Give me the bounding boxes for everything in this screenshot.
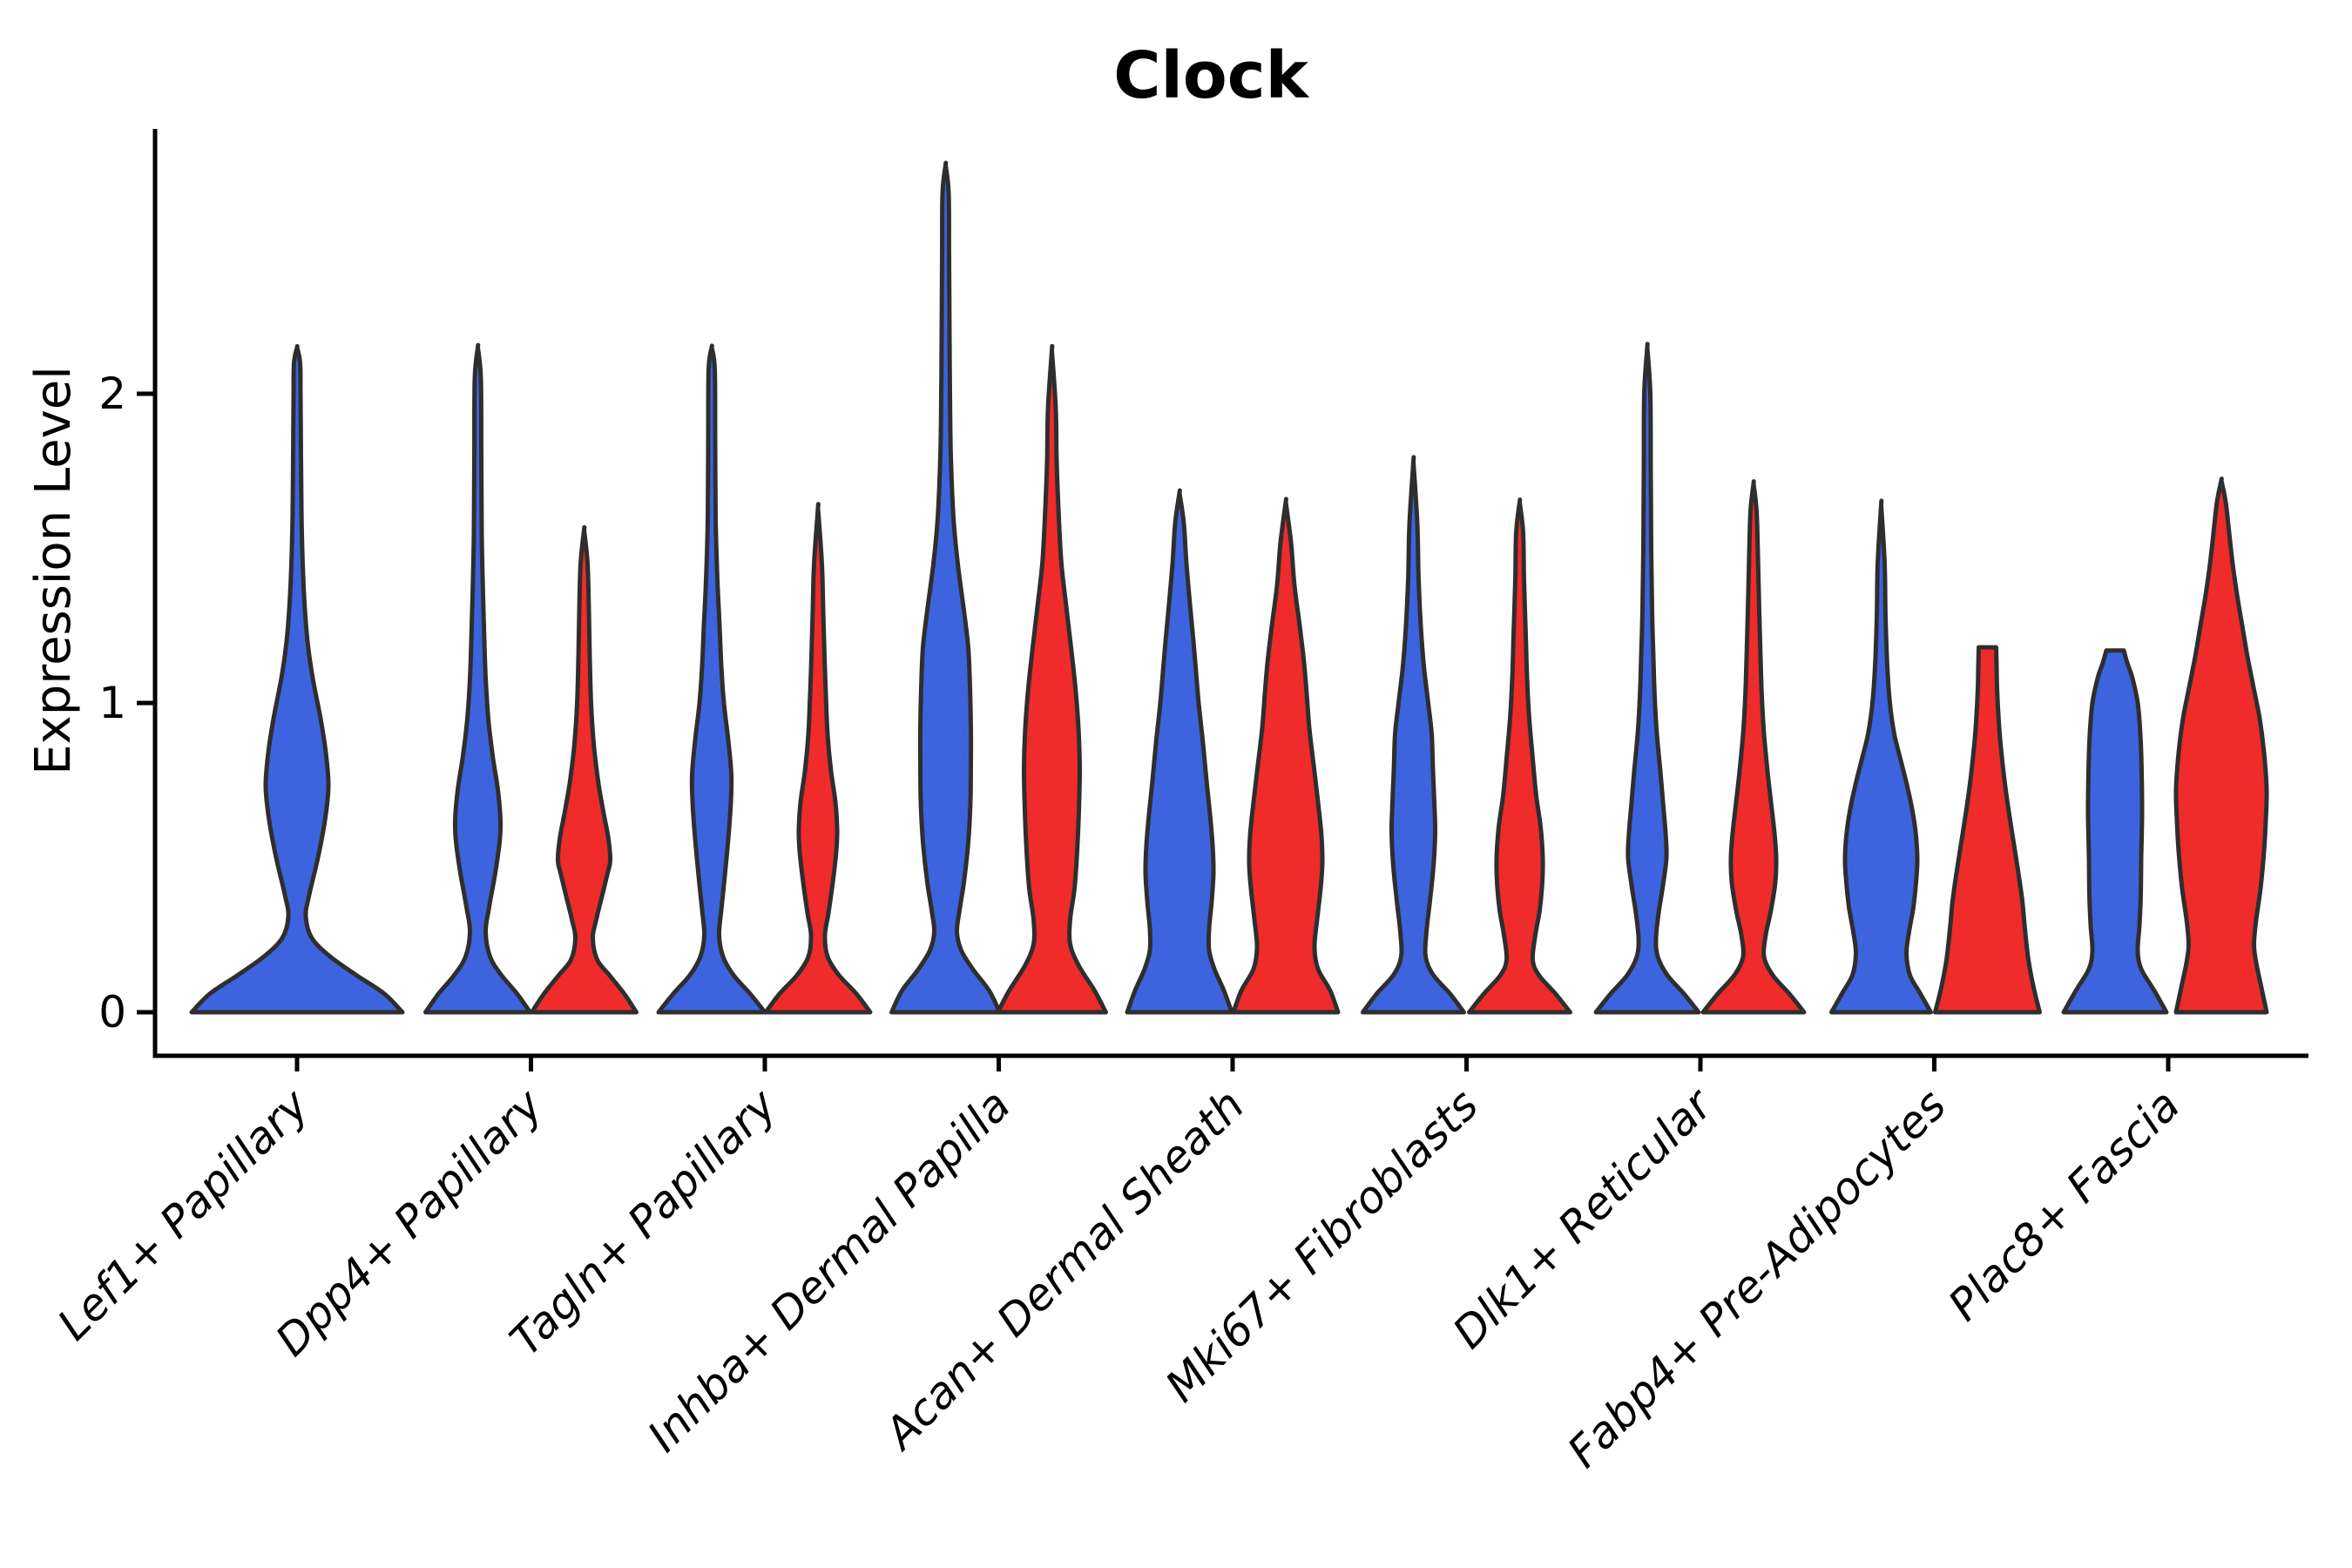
violin-9-red — [2173, 476, 2269, 1015]
violin-8-blue — [1829, 498, 1933, 1015]
violin-8-red — [1933, 645, 2042, 1015]
violin-7-red — [1700, 479, 1807, 1015]
x-axis-ticks — [294, 1056, 2171, 1071]
y-tick-label: 2 — [98, 368, 126, 419]
violin-4-red — [996, 343, 1108, 1015]
y-tick-label: 1 — [98, 678, 126, 728]
x-tick-label: Plac8+ Fascia — [1939, 1079, 2190, 1330]
violin-9-blue — [2061, 648, 2169, 1015]
x-tick-label: Dlk1+ Reticular — [1443, 1078, 1724, 1358]
y-axis-label: Expression Level — [25, 366, 82, 775]
x-tick-label: Fabp4+ Pre-Adipocytes — [1558, 1079, 1956, 1477]
violin-7-blue — [1593, 341, 1701, 1015]
violin-3-red — [763, 502, 873, 1015]
violin-5-red — [1231, 497, 1341, 1015]
violins-layer — [189, 160, 2269, 1015]
violin-1-blue — [189, 343, 405, 1015]
violin-5-blue — [1125, 488, 1234, 1015]
chart-title: Clock — [1113, 38, 1309, 113]
violin-6-blue — [1361, 455, 1466, 1015]
x-tick-label: Lef1+ Papillary — [48, 1078, 319, 1349]
violin-2-red — [530, 524, 639, 1015]
violin-4-blue — [889, 160, 1002, 1015]
y-axis-ticks: 0 1 2 — [98, 368, 155, 1037]
y-tick-label: 0 — [98, 987, 126, 1037]
violin-3-blue — [656, 343, 767, 1015]
violin-6-red — [1467, 497, 1572, 1015]
violin-2-blue — [423, 342, 532, 1015]
